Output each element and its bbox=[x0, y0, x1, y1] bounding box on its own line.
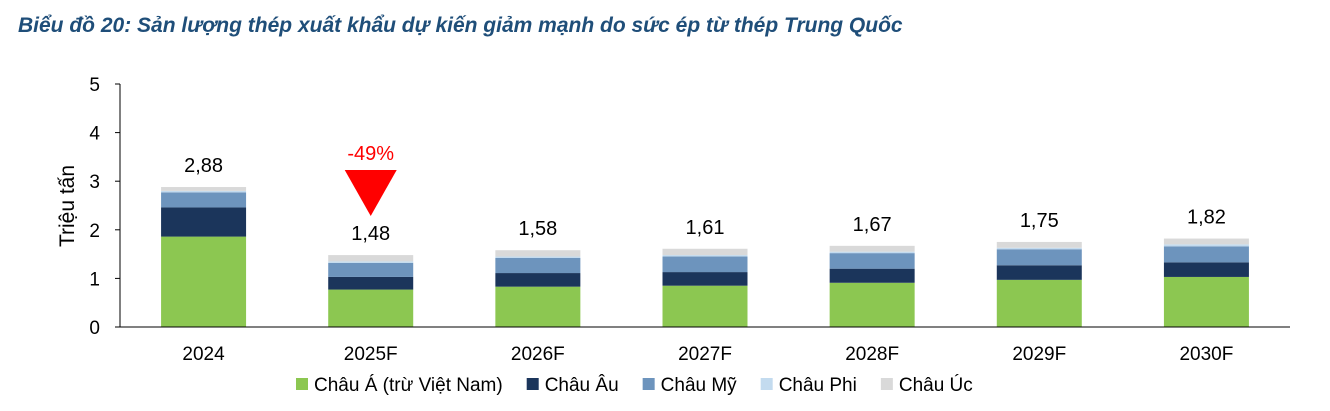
x-tick-label: 2030F bbox=[1179, 344, 1233, 365]
bar-segment bbox=[495, 257, 581, 274]
bar-segment bbox=[328, 276, 414, 290]
annotations: -49% bbox=[344, 143, 397, 216]
bar-segment bbox=[829, 268, 915, 283]
x-tick-label: 2024 bbox=[182, 344, 225, 365]
down-triangle-icon bbox=[344, 170, 397, 216]
bar-segment bbox=[161, 236, 247, 327]
legend-swatch bbox=[760, 378, 773, 390]
bar-segment bbox=[495, 273, 581, 287]
bar-segment bbox=[328, 289, 414, 327]
x-tick-label: 2026F bbox=[511, 344, 565, 365]
bar-segment bbox=[328, 262, 414, 277]
y-axis: 0 1 2 3 4 5 Triệu tấn bbox=[56, 75, 121, 339]
y-axis-label: Triệu tấn bbox=[56, 165, 79, 247]
x-tick-label: 2027F bbox=[678, 344, 732, 365]
total-label: 1,58 bbox=[518, 218, 557, 240]
x-tick-label: 2028F bbox=[845, 344, 899, 365]
legend: Châu Á (trừ Việt Nam) Châu Âu Châu Mỹ Châu … bbox=[296, 374, 973, 396]
total-label: 1,48 bbox=[351, 223, 390, 245]
data-labels: 2,88 1,48 1,58 1,61 1,67 1,75 1,82 bbox=[184, 155, 1226, 245]
bars bbox=[161, 187, 1249, 327]
y-tick-label: 4 bbox=[89, 124, 100, 145]
legend-swatch bbox=[526, 378, 539, 390]
y-tick-label: 2 bbox=[89, 221, 100, 242]
bar-segment bbox=[996, 247, 1082, 250]
bar-segment bbox=[996, 249, 1082, 266]
y-tick-label: 3 bbox=[89, 172, 100, 193]
bar-segment bbox=[1163, 276, 1249, 327]
bar-segment bbox=[662, 255, 748, 257]
bar-segment bbox=[662, 248, 748, 256]
legend-label: Châu Âu bbox=[545, 374, 619, 396]
legend-swatch bbox=[296, 378, 308, 390]
legend-label: Châu Á (trừ Việt Nam) bbox=[314, 375, 503, 396]
bar-segment bbox=[1163, 238, 1249, 245]
bar-segment bbox=[161, 192, 247, 208]
legend-label: Châu Mỹ bbox=[661, 375, 738, 396]
total-label: 2,88 bbox=[184, 155, 223, 177]
total-label: 1,75 bbox=[1020, 210, 1059, 232]
bar-segment bbox=[829, 245, 915, 252]
y-tick-label: 0 bbox=[89, 318, 100, 339]
bar-segment bbox=[829, 251, 915, 254]
bar-segment bbox=[996, 265, 1082, 280]
bar-segment bbox=[996, 279, 1082, 327]
y-tick-label: 1 bbox=[89, 269, 100, 290]
bar-segment bbox=[328, 261, 414, 263]
legend-swatch bbox=[642, 378, 655, 390]
bar-segment bbox=[495, 286, 581, 327]
change-annotation-label: -49% bbox=[347, 143, 394, 165]
x-axis: 2024 2025F 2026F 2027F 2028F 2029F 2030F bbox=[120, 326, 1290, 365]
bar-segment bbox=[662, 285, 748, 327]
legend-label: Châu Úc bbox=[899, 374, 973, 396]
bar-segment bbox=[662, 256, 748, 273]
y-tick-label: 5 bbox=[89, 75, 100, 96]
bar-segment bbox=[1163, 244, 1249, 247]
legend-swatch bbox=[880, 378, 893, 390]
bar-segment bbox=[829, 282, 915, 327]
bar-segment bbox=[1163, 246, 1249, 263]
bar-segment bbox=[662, 272, 748, 286]
bar-segment bbox=[328, 255, 414, 262]
total-label: 1,61 bbox=[686, 217, 725, 239]
chart-title: Biểu đồ 20: Sản lượng thép xuất khẩu dự … bbox=[18, 14, 903, 37]
bar-segment bbox=[495, 256, 581, 258]
bar-segment bbox=[161, 207, 247, 237]
bar-segment bbox=[1163, 262, 1249, 277]
total-label: 1,67 bbox=[853, 214, 892, 236]
bar-segment bbox=[161, 187, 247, 191]
bar-segment bbox=[495, 250, 581, 257]
x-tick-label: 2025F bbox=[344, 344, 398, 365]
bar-segment bbox=[829, 253, 915, 269]
x-tick-label: 2029F bbox=[1012, 344, 1066, 365]
bar-segment bbox=[161, 190, 247, 193]
total-label: 1,82 bbox=[1187, 207, 1226, 229]
bar-segment bbox=[996, 241, 1082, 248]
legend-label: Châu Phi bbox=[779, 375, 857, 396]
